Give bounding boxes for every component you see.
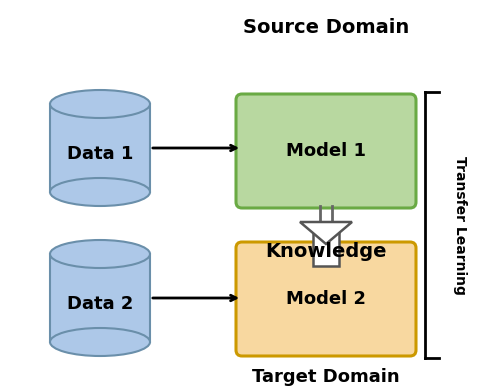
Polygon shape — [50, 254, 150, 342]
Ellipse shape — [50, 90, 150, 118]
Ellipse shape — [50, 240, 150, 268]
Ellipse shape — [50, 328, 150, 356]
Polygon shape — [300, 222, 352, 244]
Text: Model 2: Model 2 — [286, 290, 366, 308]
Ellipse shape — [50, 178, 150, 206]
Text: Transfer Learning: Transfer Learning — [453, 156, 467, 294]
Polygon shape — [313, 222, 339, 266]
Text: Source Domain: Source Domain — [243, 18, 409, 37]
FancyBboxPatch shape — [236, 94, 416, 208]
FancyBboxPatch shape — [236, 242, 416, 356]
Text: Knowledge: Knowledge — [265, 242, 387, 261]
Polygon shape — [50, 104, 150, 192]
Text: Data 2: Data 2 — [67, 295, 133, 313]
Text: Data 1: Data 1 — [67, 145, 133, 163]
Text: Model 1: Model 1 — [286, 142, 366, 160]
Text: Target Domain: Target Domain — [252, 368, 400, 386]
